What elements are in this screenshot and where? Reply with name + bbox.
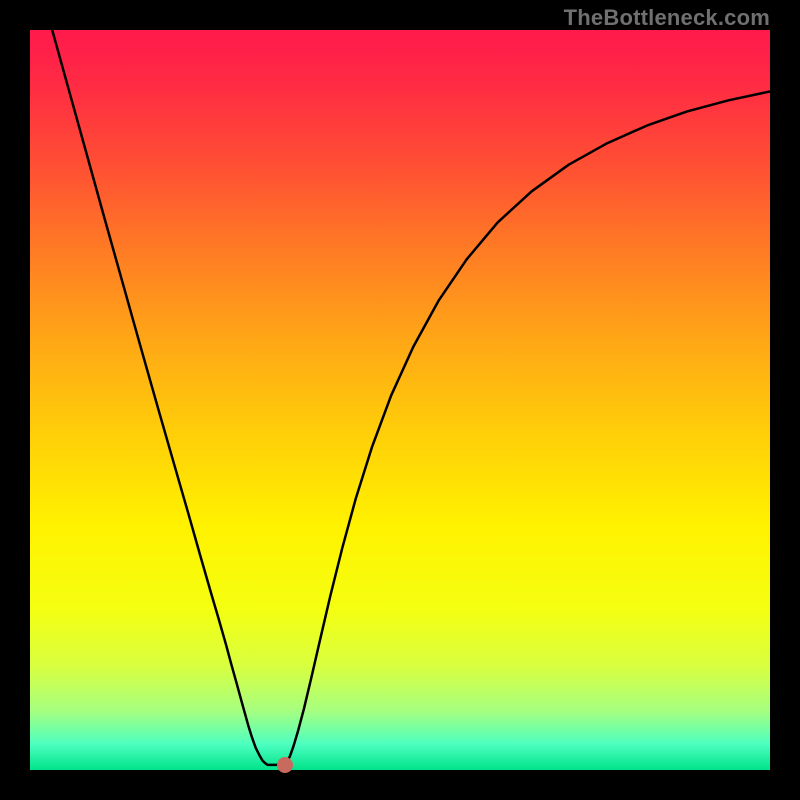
curve-path (52, 30, 770, 765)
min-point-marker (277, 757, 293, 773)
bottleneck-curve (30, 30, 770, 770)
plot-area (30, 30, 770, 770)
figure-canvas: TheBottleneck.com (0, 0, 800, 800)
watermark-text: TheBottleneck.com (564, 5, 770, 31)
